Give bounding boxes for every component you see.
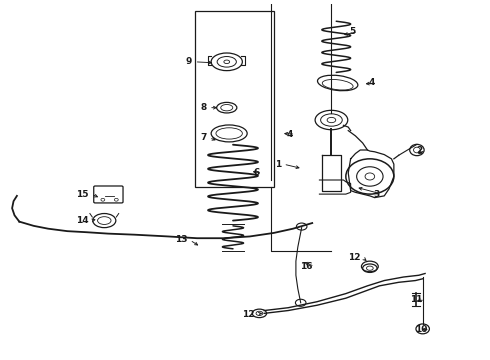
Text: 4: 4 — [368, 78, 375, 87]
Text: 7: 7 — [200, 133, 207, 142]
Text: 15: 15 — [76, 190, 89, 199]
Text: 11: 11 — [410, 296, 423, 305]
Text: 9: 9 — [186, 57, 192, 66]
Text: 13: 13 — [175, 235, 187, 244]
Text: 4: 4 — [287, 130, 293, 139]
Text: 5: 5 — [349, 27, 355, 36]
Text: 6: 6 — [253, 168, 259, 177]
Text: 8: 8 — [200, 103, 207, 112]
Text: 12: 12 — [242, 310, 255, 319]
Text: 14: 14 — [76, 216, 89, 225]
Text: 1: 1 — [275, 159, 281, 168]
Text: 16: 16 — [300, 262, 312, 271]
Text: 12: 12 — [348, 253, 360, 262]
Bar — [195, 11, 274, 187]
Text: 10: 10 — [415, 325, 427, 334]
Text: 2: 2 — [416, 145, 423, 154]
Text: 3: 3 — [373, 190, 379, 199]
